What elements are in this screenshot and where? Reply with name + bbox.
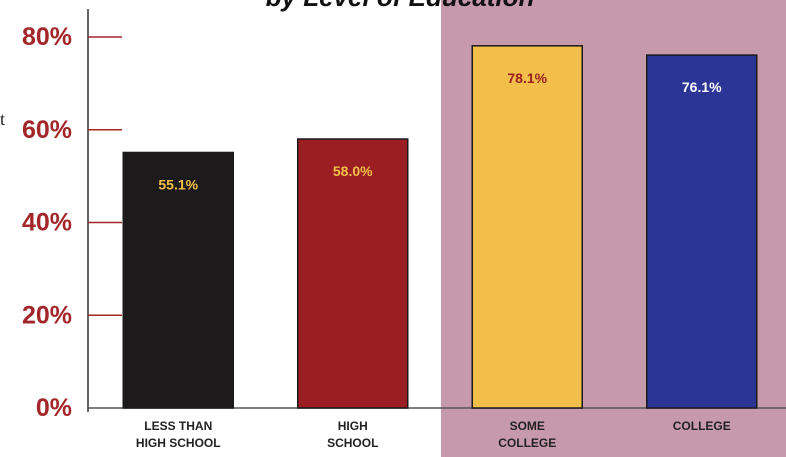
y-tick-label: 20% <box>22 301 72 329</box>
data-label: 55.1% <box>158 176 198 192</box>
y-tick-label: 80% <box>22 23 72 51</box>
x-category-label: COLLEGE <box>498 436 556 450</box>
x-category-label: LESS THAN <box>144 419 212 433</box>
bar-less-than-high-school <box>122 151 234 409</box>
bar-college <box>646 54 758 409</box>
x-category-label: SCHOOL <box>327 436 378 450</box>
bar-some-college <box>471 45 583 409</box>
y-tick-label: 0% <box>36 394 72 422</box>
data-label: 58.0% <box>333 163 373 179</box>
clipped-side-text: t <box>0 109 5 129</box>
x-category-label: HIGH SCHOOL <box>136 436 221 450</box>
x-category-label: SOME <box>510 419 545 433</box>
chart-title: by Level of Education <box>266 0 535 12</box>
bar-high-school <box>297 138 409 409</box>
x-category-label: HIGH <box>338 419 368 433</box>
y-tick-label: 60% <box>22 116 72 144</box>
x-category-label: COLLEGE <box>673 419 731 433</box>
data-label: 76.1% <box>682 79 722 95</box>
y-tick-label: 40% <box>22 209 72 237</box>
data-label: 78.1% <box>507 70 547 86</box>
